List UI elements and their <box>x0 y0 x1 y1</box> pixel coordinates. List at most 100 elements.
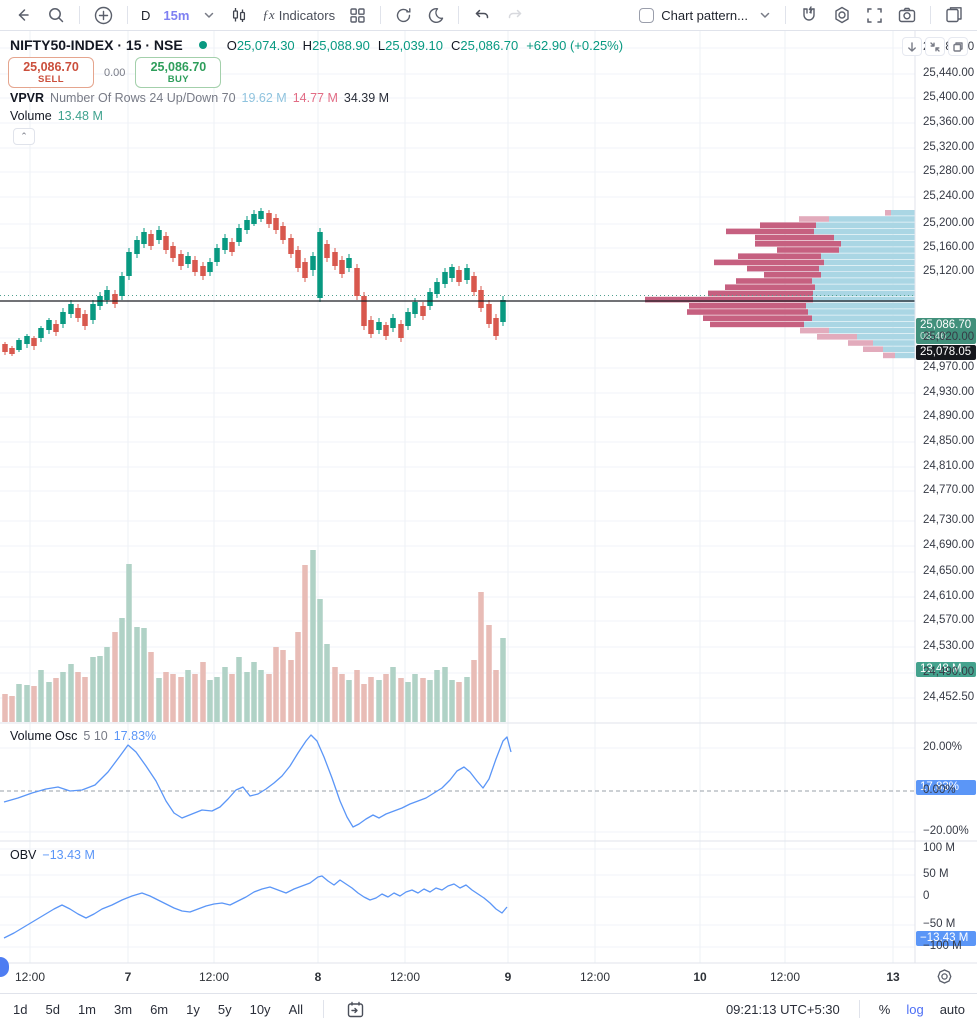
volume-bar <box>53 678 59 722</box>
layout-grid-button[interactable] <box>345 3 370 28</box>
add-symbol-button[interactable] <box>90 2 117 29</box>
range-button-5d[interactable]: 5d <box>45 1001 60 1017</box>
chevron-down-icon <box>760 12 770 18</box>
fullscreen-button[interactable] <box>862 3 887 28</box>
chart-pattern-label: Chart pattern... <box>661 7 748 23</box>
magnet-button[interactable] <box>796 2 822 28</box>
back-button[interactable] <box>10 2 36 28</box>
clock[interactable]: 09:21:13 UTC+5:30 <box>725 1001 840 1017</box>
indicators-button[interactable]: ƒx Indicators <box>259 4 338 26</box>
range-button-1d[interactable]: 1d <box>13 1001 28 1017</box>
volume-bar <box>471 660 477 722</box>
volume-bar <box>222 667 228 722</box>
range-button-10y[interactable]: 10y <box>249 1001 271 1017</box>
volume-bar <box>376 680 382 722</box>
range-button-all[interactable]: All <box>288 1001 304 1017</box>
obv-legend[interactable]: OBV −13.43 M <box>10 848 95 862</box>
volume-bar <box>9 696 15 722</box>
sell-label: SELL <box>38 73 64 85</box>
buy-price: 25,086.70 <box>150 60 207 74</box>
time-axis[interactable]: 12:00 7 12:00 8 12:00 9 12:00 10 12:00 13 <box>0 964 977 993</box>
auto-scale-button[interactable]: auto <box>939 1001 965 1017</box>
range-button-1y[interactable]: 1y <box>186 1001 200 1017</box>
legend-collapse-button[interactable]: ⌃ <box>13 128 35 145</box>
panels-button[interactable] <box>941 2 967 28</box>
chart-type-button[interactable] <box>226 2 252 28</box>
time-axis-tick: 9 <box>504 970 512 984</box>
close-value: 25,086.70 <box>460 37 519 53</box>
collapse-arrows-icon <box>930 41 940 52</box>
refresh-button[interactable] <box>391 3 416 28</box>
snapshot-button[interactable] <box>894 2 920 28</box>
volume-bar <box>493 670 499 722</box>
undo-button[interactable] <box>469 2 495 28</box>
interval-dropdown-button[interactable] <box>199 5 219 25</box>
volume-osc-legend[interactable]: Volume Osc 5 10 17.83% <box>10 729 156 743</box>
candlestick-icon <box>233 8 246 22</box>
pane-maximize-button[interactable] <box>948 37 968 56</box>
volume-bar <box>112 632 118 722</box>
volume-bar <box>456 682 462 722</box>
candle-body <box>383 325 389 336</box>
drawing-anchor-tag[interactable] <box>0 957 9 977</box>
sell-button[interactable]: 25,086.70 SELL <box>8 57 94 88</box>
time-axis-tick: 8 <box>314 970 322 984</box>
range-list: 1d 5d 1m 3m 6m 1y 5y 10y All <box>12 1000 304 1019</box>
volume-bar <box>24 685 30 722</box>
interval-button[interactable]: 15m <box>160 5 192 26</box>
time-axis-tick: 7 <box>124 970 132 984</box>
pane-collapse-button[interactable] <box>925 37 945 56</box>
volume-bar <box>412 674 418 722</box>
candle-body <box>354 268 360 296</box>
range-button-5y[interactable]: 5y <box>217 1001 232 1017</box>
settings-button[interactable] <box>829 2 855 28</box>
volume-bar <box>390 667 396 722</box>
chart-pattern-checkbox[interactable] <box>639 7 655 23</box>
percent-scale-button[interactable]: % <box>878 1001 891 1017</box>
redo-button[interactable] <box>502 2 528 28</box>
time-axis-settings-icon[interactable] <box>936 968 953 985</box>
candle-body <box>398 324 404 338</box>
vpvr-legend[interactable]: VPVR Number Of Rows 24 Up/Down 70 19.62 … <box>10 91 389 105</box>
arrow-down-icon <box>908 41 916 52</box>
range-button-1m[interactable]: 1m <box>77 1001 96 1017</box>
vpvr-up-bar <box>873 340 915 346</box>
vpvr-down-bar <box>800 327 829 334</box>
buy-label: BUY <box>167 73 190 85</box>
volume-legend[interactable]: Volume 13.48 M <box>10 109 103 123</box>
last-price-value: 25,086.70 <box>920 319 972 331</box>
buy-button[interactable]: 25,086.70 BUY <box>135 57 222 88</box>
candle-body <box>178 254 184 266</box>
axis-label: 25,120.00 <box>923 265 975 277</box>
candle-body <box>170 246 176 258</box>
symbol-title[interactable]: NIFTY50-INDEX · 15 · NSE <box>10 37 183 53</box>
volume-bar <box>214 677 220 722</box>
log-scale-button[interactable]: log <box>906 1001 924 1017</box>
interval-daily-button[interactable]: D <box>138 5 153 26</box>
symbol-search-button[interactable] <box>43 2 69 28</box>
theme-toggle-button[interactable] <box>423 3 448 28</box>
calendar-icon <box>347 1001 364 1017</box>
last-price-badge: 25,086.70 08:46 <box>916 318 976 344</box>
vpvr-down-value: 14.77 M <box>292 91 338 105</box>
open-label: O <box>226 37 237 53</box>
pane-move-down-button[interactable] <box>902 37 922 56</box>
chart-pattern-dropdown-button[interactable] <box>755 5 775 25</box>
candle-body <box>288 238 294 254</box>
toolbar-separator <box>79 6 80 24</box>
candle-body <box>2 344 8 352</box>
price-axis[interactable]: 25,086.70 08:46 25,078.05 13.48 M 17.83%… <box>915 31 977 963</box>
candle-body <box>185 256 191 264</box>
axis-label: 0 <box>923 890 930 902</box>
range-button-6m[interactable]: 6m <box>150 1001 169 1017</box>
volume-bar <box>302 565 308 722</box>
volume-bar <box>258 670 264 722</box>
vpvr-down-bar <box>726 228 814 235</box>
vpvr-up-bar <box>819 265 915 272</box>
volume-bar <box>486 625 492 722</box>
volume-bar <box>192 674 198 722</box>
range-button-3m[interactable]: 3m <box>114 1001 133 1017</box>
go-to-date-button[interactable] <box>343 997 368 1022</box>
toolbar-left-group: D 15m ƒx Indicators <box>10 2 528 29</box>
